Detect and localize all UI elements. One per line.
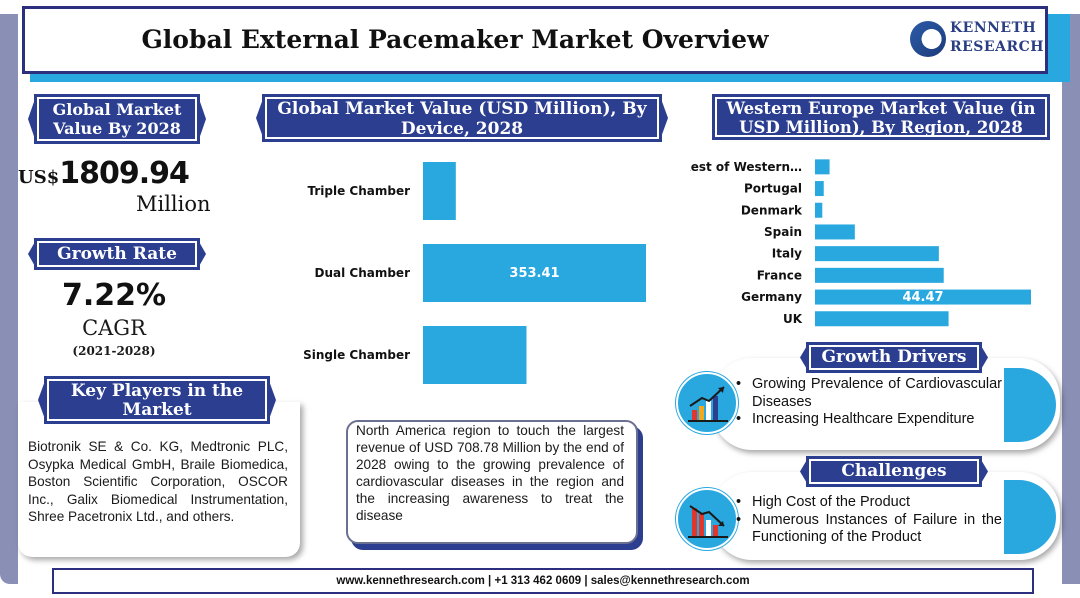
region-chart-banner: Western Europe Market Value (in USD Mill… bbox=[712, 94, 1050, 140]
bar bbox=[815, 289, 1031, 305]
footer-contact: www.kennethresearch.com | +1 313 462 060… bbox=[52, 568, 1034, 594]
growth-rate-value: 7.22% bbox=[61, 278, 167, 313]
north-america-card bbox=[346, 420, 638, 544]
market-value-amount: 1809.94 bbox=[59, 156, 190, 191]
market-value-unit: Million bbox=[136, 192, 211, 216]
bar bbox=[815, 246, 939, 262]
declining-chart-icon bbox=[676, 488, 738, 550]
cagr-period: (2021-2028) bbox=[72, 344, 156, 358]
bar bbox=[423, 244, 646, 302]
key-players-card bbox=[18, 402, 300, 557]
challenges-banner: Challenges bbox=[806, 456, 982, 487]
category-label: UK bbox=[783, 312, 803, 326]
growth-drivers-banner: Growth Drivers bbox=[806, 342, 982, 373]
market-value: US$1809.94 bbox=[18, 156, 218, 191]
category-label: France bbox=[757, 268, 802, 282]
category-label: Single Chamber bbox=[303, 348, 410, 362]
data-label: 353.41 bbox=[509, 266, 559, 281]
challenge-item: Numerous Instances of Failure in the Fun… bbox=[734, 512, 1002, 547]
category-label: Spain bbox=[764, 225, 802, 239]
growth-drivers-list: Growing Prevalence of Cardiovascular Dis… bbox=[734, 376, 1002, 429]
device-bar-chart: Triple Chamber Dual Chamber 353.41 Single C… bbox=[303, 162, 646, 384]
page-title: Global External Pacemaker Market Overvie… bbox=[141, 25, 769, 54]
bar bbox=[815, 181, 824, 197]
currency-label: US$ bbox=[18, 167, 60, 188]
logo-text: KENNETH RESEARCH bbox=[950, 19, 1044, 57]
market-value-banner: Global Market Value By 2028 bbox=[34, 94, 200, 144]
growth-chart-icon bbox=[676, 372, 738, 434]
bar bbox=[423, 162, 456, 220]
category-label: Triple Chamber bbox=[307, 184, 410, 198]
category-label: Portugal bbox=[744, 182, 802, 196]
logo-line-1: KENNETH bbox=[950, 20, 1037, 36]
growth-rate-banner: Growth Rate bbox=[34, 238, 200, 270]
right-frame-border bbox=[1062, 14, 1080, 584]
category-label: Germany bbox=[741, 290, 802, 304]
north-america-text: North America region to touch the larges… bbox=[356, 423, 624, 523]
key-players-text: Biotronik SE & Co. KG, Medtronic PLC, Os… bbox=[28, 439, 288, 524]
category-label: Denmark bbox=[741, 203, 803, 217]
device-chart-banner: Global Market Value (USD Million), By De… bbox=[262, 94, 662, 142]
bar bbox=[815, 224, 855, 240]
bar bbox=[815, 311, 949, 327]
category-label: Italy bbox=[772, 247, 802, 261]
growth-driver-item: Growing Prevalence of Cardiovascular Dis… bbox=[734, 376, 1002, 411]
growth-driver-item: Increasing Healthcare Expenditure bbox=[734, 411, 1002, 429]
kenneth-research-logo: KENNETH RESEARCH bbox=[910, 17, 1043, 65]
bar bbox=[815, 159, 830, 175]
bar bbox=[815, 202, 823, 218]
bar bbox=[815, 267, 944, 283]
data-label: 44.47 bbox=[902, 290, 943, 305]
challenges-list: High Cost of the Product Numerous Instan… bbox=[734, 494, 1002, 547]
left-frame-border bbox=[0, 14, 18, 584]
cagr-label: CAGR bbox=[82, 316, 146, 340]
category-label: Rest of Western… bbox=[690, 160, 802, 174]
bar bbox=[423, 326, 527, 384]
key-players-banner: Key Players in the Market bbox=[44, 376, 270, 424]
logo-line-2: RESEARCH bbox=[950, 39, 1044, 55]
logo-icon bbox=[910, 21, 946, 57]
header: Global External Pacemaker Market Overvie… bbox=[22, 6, 1048, 74]
challenge-item: High Cost of the Product bbox=[734, 494, 1002, 512]
category-label: Dual Chamber bbox=[315, 266, 411, 280]
region-bar-chart: Rest of Western… Portugal Denmark Spain Ital… bbox=[690, 159, 1031, 327]
